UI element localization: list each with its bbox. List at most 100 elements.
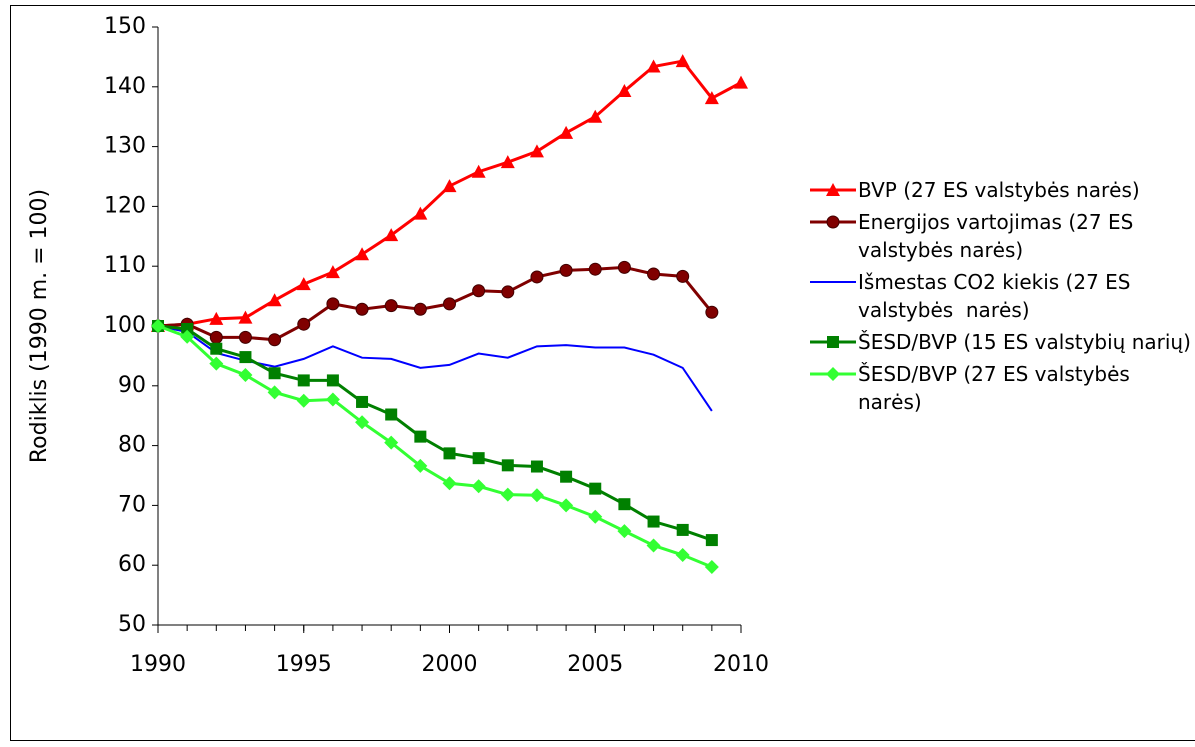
- series-line: [157, 324, 713, 569]
- marker: [181, 322, 194, 335]
- marker: [210, 342, 223, 355]
- marker: [530, 460, 543, 473]
- marker: [826, 367, 840, 381]
- marker: [239, 351, 252, 364]
- marker: [384, 299, 398, 313]
- marker: [472, 452, 485, 465]
- marker: [704, 91, 719, 105]
- legend-label: ŠESD/BVP (15 ES valstybių narių): [858, 330, 1191, 354]
- marker: [560, 470, 573, 483]
- marker: [589, 482, 602, 495]
- marker: [500, 487, 515, 502]
- marker: [617, 260, 631, 274]
- marker: [326, 297, 340, 311]
- legend-item: BVP (27 ES valstybės narės): [810, 176, 1195, 204]
- y-axis-label: Rodiklis (1990 m. = 100): [27, 189, 52, 463]
- legend-label: Išmestas CO2 kiekis (27 ES valstybės nar…: [858, 270, 1137, 322]
- marker: [529, 488, 544, 503]
- marker: [501, 459, 514, 472]
- marker: [617, 83, 632, 97]
- marker: [827, 336, 839, 348]
- marker: [180, 329, 195, 344]
- y-tick-label: 100: [104, 313, 146, 338]
- marker: [267, 385, 282, 400]
- marker: [443, 447, 456, 460]
- series-line: [157, 265, 714, 342]
- legend-swatch: [810, 336, 856, 348]
- legend-label: BVP (27 ES valstybės narės): [858, 178, 1140, 202]
- marker: [675, 548, 690, 563]
- y-tick-label: 150: [104, 14, 146, 39]
- frame: [10, 5, 1195, 741]
- legend-swatch: [810, 183, 856, 196]
- y-tick-label: 50: [118, 612, 146, 637]
- marker: [647, 267, 661, 281]
- legend-label: Energijos vartojimas (27 ES valstybės na…: [858, 210, 1140, 262]
- marker: [442, 179, 457, 193]
- marker: [356, 395, 369, 408]
- marker: [326, 374, 339, 387]
- series-line: [157, 59, 742, 328]
- marker: [617, 524, 632, 539]
- marker: [413, 206, 428, 220]
- marker: [530, 270, 544, 284]
- marker: [704, 559, 719, 574]
- marker: [646, 538, 661, 553]
- marker: [268, 333, 282, 347]
- marker: [297, 317, 311, 331]
- marker: [529, 144, 544, 158]
- legend-label: ŠESD/BVP (27 ES valstybės narės): [858, 362, 1137, 414]
- marker: [209, 356, 224, 371]
- marker: [209, 330, 223, 344]
- marker: [559, 263, 573, 277]
- marker: [355, 247, 370, 261]
- marker: [676, 523, 689, 536]
- legend-item: Išmestas CO2 kiekis (27 ES valstybės nar…: [810, 268, 1195, 324]
- legend-swatch: [810, 215, 856, 229]
- marker: [559, 125, 574, 139]
- y-tick-label: 60: [118, 552, 146, 577]
- marker: [588, 109, 603, 123]
- legend-item: ŠESD/BVP (27 ES valstybės narės): [810, 360, 1195, 416]
- marker: [238, 368, 253, 383]
- y-tick-label: 110: [104, 253, 146, 278]
- marker: [676, 269, 690, 283]
- marker: [826, 183, 840, 196]
- marker: [588, 509, 603, 524]
- marker: [471, 164, 486, 178]
- marker: [442, 476, 457, 491]
- marker: [267, 293, 282, 307]
- x-tick-label: 2000: [422, 652, 478, 677]
- marker: [618, 498, 631, 511]
- marker: [501, 285, 515, 299]
- marker: [325, 265, 340, 279]
- marker: [414, 430, 427, 443]
- marker: [296, 277, 311, 291]
- legend-item: ŠESD/BVP (15 ES valstybių narių): [810, 328, 1195, 356]
- marker: [705, 534, 718, 547]
- marker: [355, 415, 370, 430]
- marker: [355, 302, 369, 316]
- marker: [559, 498, 574, 513]
- x-tick-label: 2005: [567, 652, 623, 677]
- legend-swatch: [810, 281, 856, 283]
- marker: [325, 392, 340, 407]
- marker: [209, 311, 224, 325]
- marker: [472, 284, 486, 298]
- y-tick-label: 80: [118, 433, 146, 458]
- x-tick-label: 1990: [130, 652, 186, 677]
- marker: [443, 297, 456, 311]
- marker: [413, 458, 428, 473]
- marker: [734, 75, 748, 89]
- y-tick-label: 140: [104, 74, 146, 99]
- marker: [296, 393, 311, 408]
- legend-item: Energijos vartojimas (27 ES valstybės na…: [810, 208, 1195, 264]
- legend-swatch: [810, 367, 856, 381]
- marker: [647, 515, 660, 528]
- x-tick-label: 2010: [713, 652, 769, 677]
- x-tick-label: 1995: [276, 652, 332, 677]
- marker: [384, 435, 399, 450]
- y-tick-label: 130: [104, 134, 146, 159]
